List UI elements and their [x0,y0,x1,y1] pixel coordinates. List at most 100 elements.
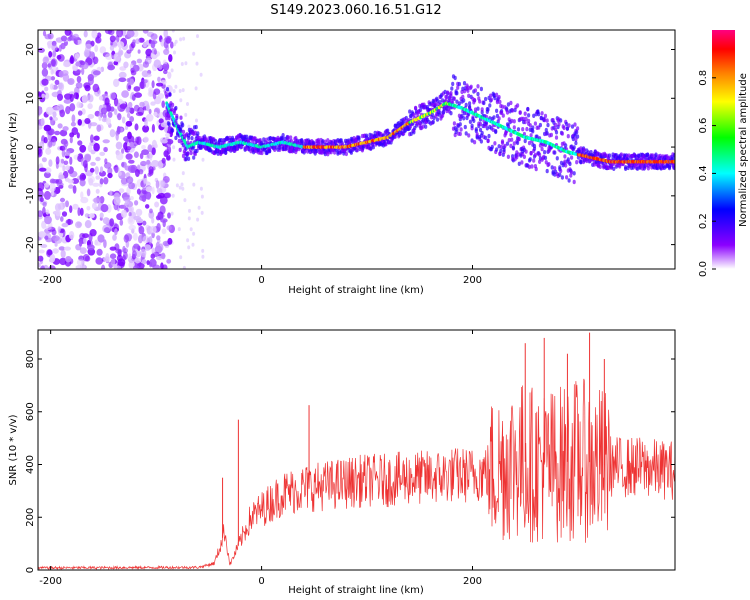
ridge-halo-cell [468,101,472,106]
ridge-halo-cell [262,137,266,142]
ridge-halo-cell [497,144,501,149]
noise-cell [69,156,73,165]
ridge-halo-cell [567,123,571,128]
noise-cell [72,203,79,210]
noise-cell [105,253,110,261]
noise-cell [172,145,176,150]
ridge-halo-cell [458,131,462,137]
noise-cell [178,89,182,93]
noise-cell [64,246,71,251]
noise-cell [128,253,132,261]
noise-cell [40,118,45,126]
noise-cell [65,200,69,208]
ridge-halo-cell [598,164,602,169]
ridge-halo-cell [559,118,563,123]
noise-cell [62,144,67,151]
x-tick-label: 0 [258,576,264,587]
ridge-halo-cell [167,115,171,121]
noise-cell [92,182,100,187]
ridge-halo-cell [170,107,174,112]
noise-cell [142,235,150,244]
noise-cell [197,205,201,210]
noise-cell [151,80,155,89]
ridge-halo-cell [476,91,480,97]
ridge-halo-cell [386,128,390,133]
noise-cell [45,225,52,231]
ridge-halo-cell [532,158,536,163]
ridge-halo-cell [184,156,188,162]
colorbar-tick-label: 0.4 [698,165,709,181]
ridge-halo-cell [500,140,505,145]
noise-cell [181,171,185,176]
noise-cell [74,39,78,45]
noise-cell [104,158,108,165]
noise-cell [72,185,77,194]
ridge-halo-cell [572,171,576,176]
noise-cell [128,261,135,269]
noise-cell [51,44,58,51]
ridge-halo-cell [231,137,235,143]
noise-cell [79,144,87,153]
colorbar-gradient [712,30,735,269]
noise-cell [182,265,186,269]
noise-cell [103,227,110,233]
noise-cell [60,249,66,259]
noise-cell [49,116,53,121]
noise-cell [127,164,136,174]
ridge-halo-cell [570,124,575,129]
noise-cell [41,93,45,99]
noise-cell [107,172,113,179]
noise-cell [186,238,190,243]
noise-cell [129,196,134,201]
ridge-halo-cell [576,126,580,131]
noise-cell [87,244,95,251]
noise-cell [200,194,204,199]
noise-cell [97,234,105,243]
noise-cell [39,197,44,203]
ridge-halo-cell [524,149,528,154]
noise-cell [182,36,186,41]
noise-cell [69,136,73,144]
noise-cell [123,196,131,202]
ridge-halo-cell [527,118,531,124]
noise-cell [199,186,203,191]
ridge-halo-cell [573,122,577,127]
noise-cell [113,196,121,206]
ridge-halo-cell [484,96,488,102]
ridge-halo-cell [281,133,285,138]
ridge-halo-cell [430,112,434,117]
noise-cell [145,204,150,209]
noise-cell [194,86,198,91]
noise-cell [77,140,83,146]
noise-cell [123,234,129,243]
noise-cell [122,245,126,254]
ridge-halo-cell [563,154,567,159]
ridge-halo-cell [484,135,488,140]
noise-cell [83,30,88,38]
ridge-halo-cell [474,127,478,132]
noise-cell [192,231,196,236]
ridge-halo-cell [225,135,229,141]
noise-cell [171,193,175,198]
ridge-halo-cell [516,103,520,108]
ridge-halo-cell [344,151,348,157]
noise-cell [158,118,164,124]
y-tick-label: 800 [25,349,36,368]
spectrogram-ylabel: Frequency (Hz) [8,112,19,188]
noise-cell [105,53,113,60]
noise-cell [38,262,41,268]
noise-cell [84,118,91,124]
ridge-halo-cell [509,143,513,149]
ridge-halo-cell [516,127,521,132]
ridge-halo-cell [373,130,377,136]
ridge-halo-cell [494,129,498,135]
ridge-halo-cell [523,111,527,116]
noise-cell [54,130,61,136]
noise-cell [84,213,90,218]
noise-cell [186,102,189,106]
noise-cell [96,248,103,256]
noise-cell [98,112,102,121]
noise-cell [140,248,147,258]
ridge-halo-cell [421,124,425,129]
